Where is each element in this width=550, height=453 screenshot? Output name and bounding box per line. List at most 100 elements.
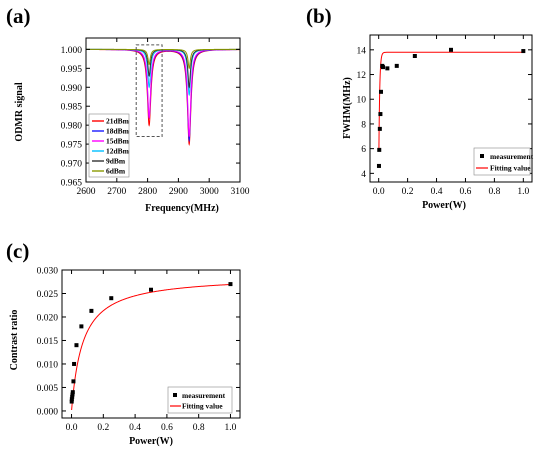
panel-b-x-tick-label: 0.0	[373, 187, 385, 197]
panel-label-a: (a)	[6, 4, 31, 28]
panel-b-y-tick-label: 4	[361, 170, 366, 180]
panel-b-x-tick-label: 0.8	[488, 187, 500, 197]
legend-label-measurement: measurement	[490, 152, 534, 161]
panel-c-y-tick-label: 0.000	[37, 407, 59, 417]
data-point	[69, 399, 74, 404]
panel-a-x-tick-label: 3100	[231, 187, 250, 197]
panel-a-y-axis-title: ODMR signal	[14, 82, 25, 141]
panel-c-x-tick-label: 0.8	[193, 423, 205, 433]
data-point	[69, 397, 74, 402]
panel-c-x-tick-label: 0.4	[129, 423, 141, 433]
data-point	[79, 324, 84, 329]
data-point	[72, 361, 77, 366]
legend-marker-measurement	[480, 154, 484, 158]
panel-b-y-tick-label: 6	[361, 145, 366, 155]
panel-a-y-tick-label: 0.975	[61, 141, 83, 151]
data-point	[74, 343, 79, 348]
panel-c-y-tick-label: 0.015	[37, 337, 59, 347]
panel-c-legend-box	[167, 386, 233, 414]
panel-b-legend: measurement Fitting value	[473, 147, 534, 176]
panel-b-plot-frame	[369, 34, 533, 183]
panel-c-plot-frame	[61, 269, 241, 419]
data-point	[376, 163, 381, 168]
panel-a-odmr-spectrum: Frequency(MHz) ODMR signal 2600 2700 2800 2…	[14, 37, 250, 214]
legend-label-6dBm: 6dBm	[106, 167, 126, 176]
panel-a-y-tick-label: 0.970	[61, 160, 83, 170]
panel-a-y-tick-label: 0.990	[61, 84, 83, 94]
data-point	[70, 392, 75, 397]
panel-a-x-tick-label: 2900	[169, 187, 188, 197]
panel-a-highlight-box	[135, 44, 163, 138]
panel-c-legend: measurement Fitting value	[167, 386, 233, 414]
panel-c-x-tick-label: 0.0	[66, 423, 78, 433]
panel-a-x-tick-label: 2600	[77, 187, 96, 197]
data-point	[378, 89, 383, 94]
panel-a-y-tick-label: 0.985	[61, 103, 83, 113]
legend-label-fitting: Fitting value	[182, 402, 223, 411]
data-point	[377, 147, 382, 152]
panel-c-y-tick-label: 0.020	[37, 313, 59, 323]
panel-a-plot-area	[86, 48, 240, 146]
data-point	[449, 47, 453, 52]
legend-label-9dBm: 9dBm	[106, 157, 126, 166]
data-point	[521, 49, 526, 54]
data-point	[89, 308, 94, 313]
panel-b-x-tick-label: 0.6	[460, 187, 472, 197]
panel-a-y-tick-label: 0.995	[61, 65, 83, 75]
series-line-9dBm	[86, 48, 240, 89]
panel-a-x-tick-label: 2800	[138, 187, 157, 197]
panel-a-x-tick-label: 2700	[107, 187, 126, 197]
series-line-6dBm	[86, 48, 240, 70]
legend-label-fitting: Fitting value	[490, 164, 531, 173]
data-point	[70, 390, 75, 395]
legend-label-12dBm: 12dBm	[106, 147, 130, 156]
legend-label-15dBm: 15dBm	[106, 137, 130, 146]
data-point	[149, 287, 153, 292]
data-point	[71, 379, 76, 384]
panel-a-y-tick-label: 0.980	[61, 122, 83, 132]
legend-label-18dBm: 18dBm	[106, 127, 130, 136]
data-point	[109, 296, 114, 301]
panel-b-x-tick-label: 1.0	[517, 187, 529, 197]
panel-c-y-tick-label: 0.025	[37, 290, 59, 300]
panel-b-y-tick-label: 14	[357, 46, 367, 56]
panel-c-y-tick-label: 0.010	[37, 360, 59, 370]
panel-c-x-axis-title: Power(W)	[129, 436, 173, 447]
data-point	[385, 66, 390, 71]
panel-b-y-axis-title: FWHM(MHz)	[342, 77, 353, 139]
panel-c-y-axis-title: Contrast ratio	[9, 310, 20, 371]
panel-c-x-tick-label: 0.2	[97, 423, 109, 433]
data-point	[394, 63, 399, 68]
panel-c-y-tick-label: 0.030	[37, 267, 59, 277]
panel-a-plot-frame	[85, 37, 241, 183]
panel-b-x-axis-title: Power(W)	[422, 200, 466, 211]
panel-b-y-tick-label: 10	[357, 96, 367, 106]
panel-a-y-tick-label: 0.965	[61, 179, 83, 189]
panel-b-x-tick-label: 0.4	[431, 187, 443, 197]
panel-a-legend-box	[88, 113, 130, 178]
panel-label-c: (c)	[6, 239, 29, 263]
legend-label-21dBm: 21dBm	[106, 117, 130, 126]
panel-b-x-tick-label: 0.2	[402, 187, 414, 197]
legend-marker-measurement	[173, 393, 177, 397]
panel-label-b: (b)	[306, 4, 332, 28]
series-line-12dBm	[86, 48, 240, 97]
data-point	[70, 394, 75, 399]
panel-c-contrast: Power(W) Contrast ratio 0.0 0.2 0.4 0.6 0.8 1…	[9, 267, 241, 447]
panel-b-y-tick-label: 8	[361, 120, 366, 130]
panel-b-fwhm: Power(W) FWHM(MHz) 0.0 0.2 0.4 0.6 0.8 1.0 4 6 8…	[342, 34, 534, 211]
panel-b-legend-box	[473, 147, 531, 176]
panel-c-x-tick-label: 1.0	[225, 423, 237, 433]
data-point	[381, 65, 386, 70]
data-point	[228, 282, 233, 287]
legend-label-measurement: measurement	[182, 391, 226, 400]
data-point	[378, 112, 383, 117]
data-point	[377, 126, 382, 131]
panel-a-y-tick-label: 1.000	[61, 46, 83, 56]
fit-line	[378, 51, 524, 152]
panel-c-y-tick-label: 0.005	[37, 384, 59, 394]
panel-a-x-axis-title: Frequency(MHz)	[145, 203, 219, 214]
panel-a-x-tick-label: 3000	[200, 187, 219, 197]
